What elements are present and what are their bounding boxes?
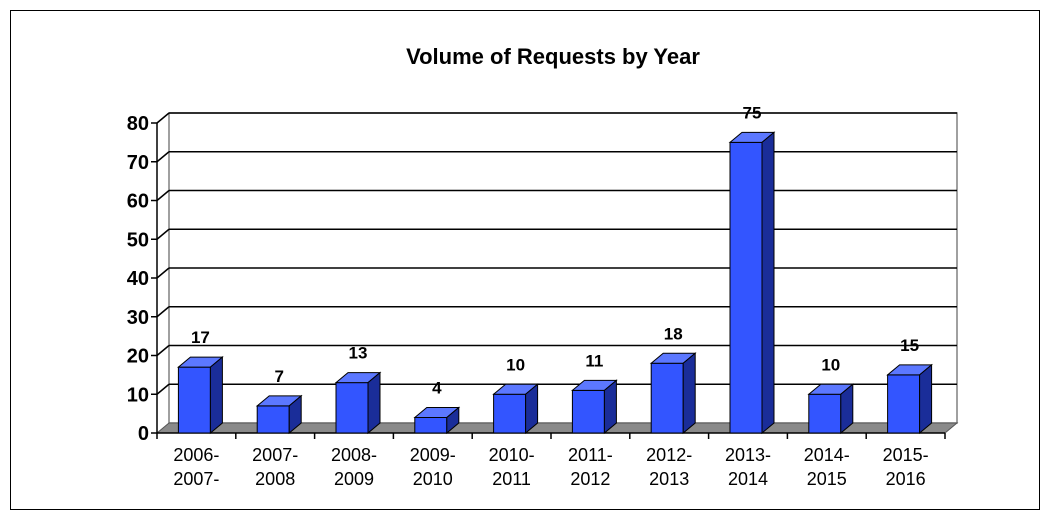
x-tick-label: 2008 xyxy=(255,469,295,489)
bar xyxy=(256,405,290,434)
x-tick-label: 2010- xyxy=(489,445,535,465)
x-tick-label: 2007- xyxy=(252,445,298,465)
y-tick-label: 0 xyxy=(138,423,149,445)
x-tick-label: 2014- xyxy=(804,445,850,465)
bar xyxy=(335,382,369,434)
data-label: 17 xyxy=(191,328,210,347)
y-tick-label: 80 xyxy=(127,113,149,135)
bar xyxy=(414,417,448,434)
bar-side xyxy=(603,379,617,435)
y-gridline-connector xyxy=(156,189,170,202)
y-gridline-connector xyxy=(156,383,170,395)
bar xyxy=(887,374,921,434)
data-label: 18 xyxy=(664,324,683,343)
y-tick-label: 10 xyxy=(127,384,149,406)
x-tick-label: 2015- xyxy=(883,445,929,465)
bar-side xyxy=(367,371,381,435)
data-label: 7 xyxy=(274,367,283,386)
y-gridline-connector xyxy=(156,267,170,279)
x-tick-label: 2012- xyxy=(646,445,692,465)
y-tick-label: 70 xyxy=(127,152,149,174)
y-tick-label: 50 xyxy=(127,229,149,251)
data-label: 10 xyxy=(821,355,840,374)
chart-border xyxy=(10,10,1040,510)
bar xyxy=(177,366,211,434)
bar-side xyxy=(525,383,539,435)
bar xyxy=(808,393,842,434)
x-tick-label: 2015 xyxy=(807,469,847,489)
x-tick-label: 2008- xyxy=(331,445,377,465)
x-tick-label: 2014 xyxy=(728,469,768,489)
y-gridline-connector xyxy=(156,228,170,240)
y-tick-label: 20 xyxy=(127,346,149,368)
x-tick-label: 2013 xyxy=(649,469,689,489)
x-tick-label: 2012 xyxy=(570,469,610,489)
data-label: 15 xyxy=(900,336,919,355)
bar xyxy=(493,393,527,434)
data-label: 10 xyxy=(506,355,525,374)
x-tick-label: 2007- xyxy=(173,469,219,489)
y-tick-label: 30 xyxy=(127,307,149,329)
data-label: 75 xyxy=(743,103,762,122)
bar-side xyxy=(209,356,223,435)
data-label: 4 xyxy=(432,379,442,398)
bar-side xyxy=(761,131,775,435)
x-tick-label: 2011 xyxy=(492,469,531,489)
y-gridline-connector xyxy=(156,306,170,318)
bar xyxy=(650,362,684,434)
x-tick-label: 2009 xyxy=(334,469,374,489)
chart-title: Volume of Requests by Year xyxy=(406,44,700,69)
bar-side xyxy=(288,394,302,435)
x-tick-label: 2013- xyxy=(725,445,771,465)
x-tick-label: 2009- xyxy=(410,445,456,465)
y-tick-label: 60 xyxy=(127,191,149,213)
data-label: 11 xyxy=(585,351,603,370)
plot-area: 0 10 20 30 40 50 60 70 80 17 2006- 2007- 7 2007- 2008 1… xyxy=(127,103,959,489)
bar-side xyxy=(682,352,696,435)
bar-side xyxy=(919,363,933,435)
y-tick-label: 40 xyxy=(127,268,149,290)
x-tick-label: 2016 xyxy=(886,469,926,489)
bar xyxy=(571,389,605,434)
bar-side xyxy=(840,383,854,435)
x-tick-label: 2010 xyxy=(413,469,453,489)
y-gridline-connector xyxy=(156,112,170,124)
bar-side xyxy=(446,406,460,435)
bar xyxy=(729,141,763,434)
y-gridline-connector xyxy=(156,344,170,357)
x-tick-label: 2011- xyxy=(568,445,613,465)
data-label: 13 xyxy=(349,344,368,363)
x-tick-label: 2006- xyxy=(173,445,219,465)
y-gridline-connector xyxy=(156,151,170,163)
